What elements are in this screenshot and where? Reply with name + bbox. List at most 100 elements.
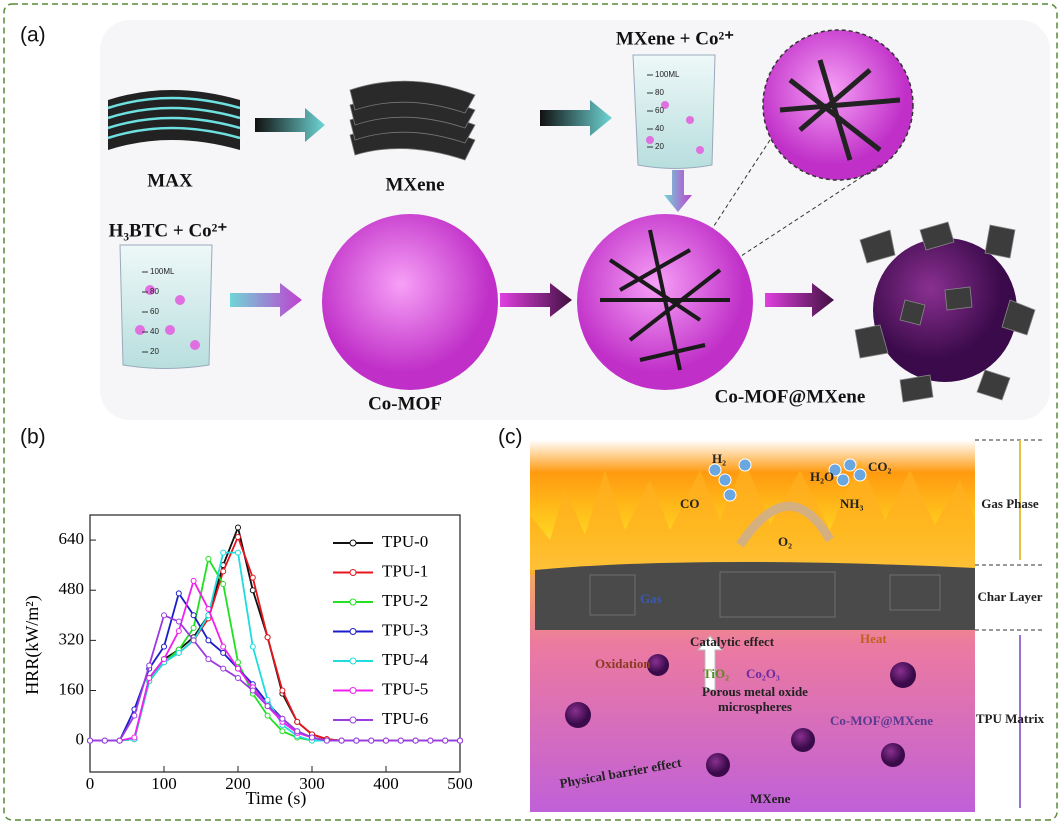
label: MAX (147, 170, 193, 191)
x-tick-label: 400 (373, 774, 399, 793)
point (250, 575, 255, 580)
species: O₂ (778, 534, 792, 549)
x-tick-label: 0 (86, 774, 95, 793)
point (206, 556, 211, 561)
point (221, 569, 226, 574)
y-tick-label: 640 (59, 529, 85, 548)
beaker-mark: 80 (655, 88, 664, 97)
legend-marker (350, 658, 356, 664)
beaker-2 (120, 245, 212, 369)
point (176, 628, 181, 633)
point (191, 625, 196, 630)
species: H₂O (810, 469, 834, 484)
beaker-mark: 20 (655, 142, 664, 151)
point (162, 613, 167, 618)
point (221, 666, 226, 671)
point (206, 607, 211, 612)
point (250, 688, 255, 693)
co-mof-mxene-sphere (577, 214, 753, 390)
point (221, 644, 226, 649)
point (339, 738, 344, 743)
point (147, 663, 152, 668)
y-tick-label: 160 (59, 679, 85, 698)
point (191, 638, 196, 643)
point (206, 638, 211, 643)
point (265, 713, 270, 718)
label: Co-MOF@MXene (715, 386, 866, 407)
label: H₃BTC + Co²⁺ (109, 220, 228, 241)
annotation: TiO₂ (703, 666, 729, 681)
legend-label: TPU-6 (382, 709, 428, 728)
point (132, 735, 137, 740)
point (162, 644, 167, 649)
layer-label: Char Layer (977, 589, 1042, 604)
point (132, 713, 137, 718)
y-tick-label: 320 (59, 629, 85, 648)
point (176, 650, 181, 655)
legend-marker (350, 570, 356, 576)
legend-label: TPU-1 (382, 561, 428, 580)
layer-label: Gas Phase (981, 496, 1039, 511)
point (162, 657, 167, 662)
figure: (a) (b) (c) MAX MXene MXene + Co²⁺ H₃BTC… (0, 0, 1061, 824)
x-axis-label: Time (s) (246, 788, 307, 809)
point (398, 738, 403, 743)
y-axis-label: HRR(kW/m²) (22, 595, 43, 694)
x-tick-label: 300 (299, 774, 325, 793)
point (265, 635, 270, 640)
point (176, 619, 181, 624)
legend-marker (350, 540, 356, 546)
point (147, 675, 152, 680)
annotation: Co₂O₃ (746, 666, 780, 681)
point (117, 738, 122, 743)
y-tick-label: 0 (76, 730, 85, 749)
legend-label: TPU-4 (382, 650, 429, 669)
point (236, 525, 241, 530)
legend-label: TPU-5 (382, 679, 428, 698)
legend-label: TPU-0 (382, 532, 428, 551)
panel-label: (a) (20, 24, 46, 47)
label: MXene + Co²⁺ (616, 28, 734, 49)
point (265, 697, 270, 702)
mxene-sheets (350, 81, 475, 160)
annotation: microspheres (718, 699, 792, 714)
point (280, 688, 285, 693)
plot-frame (90, 515, 460, 772)
point (221, 550, 226, 555)
point (384, 738, 389, 743)
point (250, 588, 255, 593)
point (265, 704, 270, 709)
beaker-mark: 40 (150, 327, 159, 336)
beaker-mark: 100ML (150, 267, 175, 276)
annotation: Catalytic effect (690, 634, 775, 649)
point (236, 666, 241, 671)
point (354, 738, 359, 743)
legend-label: TPU-3 (382, 620, 428, 639)
point (324, 738, 329, 743)
species: H₂ (712, 451, 726, 466)
beaker-mark: 100ML (655, 70, 680, 79)
annotation: MXene (750, 791, 791, 806)
beaker-mark: 80 (150, 287, 159, 296)
annotation: Porous metal oxide (702, 684, 808, 699)
point (369, 738, 374, 743)
point (236, 660, 241, 665)
point (221, 650, 226, 655)
point (428, 738, 433, 743)
x-tick-label: 200 (225, 774, 251, 793)
legend-marker (350, 688, 356, 694)
legend-marker (350, 629, 356, 635)
point (191, 578, 196, 583)
point (206, 657, 211, 662)
panel-a (100, 20, 1050, 420)
panel-label: (b) (20, 426, 46, 449)
point (88, 738, 93, 743)
point (310, 735, 315, 740)
label: MXene (385, 174, 444, 195)
point (443, 738, 448, 743)
point (250, 644, 255, 649)
point (295, 719, 300, 724)
layer-label: TPU Matrix (976, 711, 1045, 726)
point (295, 729, 300, 734)
